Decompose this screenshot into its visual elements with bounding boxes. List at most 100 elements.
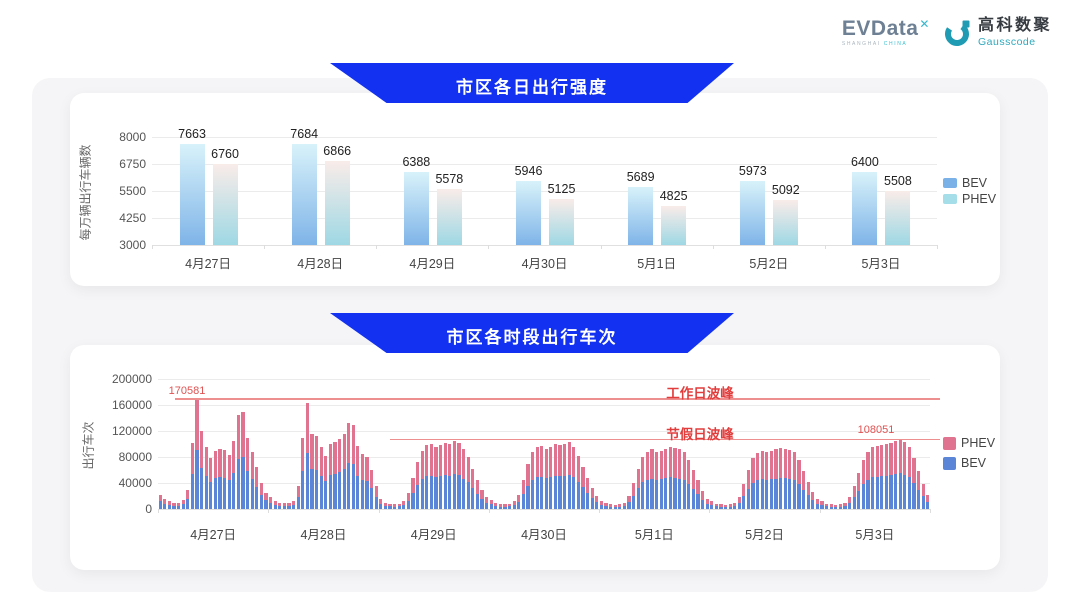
stacked-bar[interactable] — [471, 468, 475, 509]
stacked-bar[interactable] — [526, 463, 530, 509]
stacked-bar[interactable] — [158, 494, 162, 509]
stacked-bar[interactable] — [241, 411, 245, 509]
stacked-bar[interactable] — [466, 457, 470, 509]
stacked-bar[interactable] — [333, 442, 337, 509]
stacked-bar[interactable] — [618, 504, 622, 509]
stacked-bar[interactable] — [351, 424, 355, 509]
phev-bar[interactable] — [436, 189, 462, 245]
stacked-bar[interactable] — [609, 504, 613, 509]
stacked-bar[interactable] — [209, 458, 213, 509]
stacked-bar[interactable] — [163, 499, 167, 509]
stacked-bar[interactable] — [696, 480, 700, 509]
stacked-bar[interactable] — [880, 444, 884, 509]
stacked-bar[interactable] — [783, 448, 787, 509]
stacked-bar[interactable] — [291, 500, 296, 509]
bev-bar[interactable] — [179, 144, 205, 245]
stacked-bar[interactable] — [347, 422, 351, 509]
stacked-bar[interactable] — [439, 445, 443, 509]
stacked-bar[interactable] — [342, 434, 346, 509]
stacked-bar[interactable] — [852, 486, 856, 509]
stacked-bar[interactable] — [668, 447, 672, 509]
stacked-bar[interactable] — [218, 448, 222, 509]
stacked-bar[interactable] — [448, 444, 452, 509]
stacked-bar[interactable] — [429, 444, 433, 509]
stacked-bar[interactable] — [517, 494, 521, 509]
stacked-bar[interactable] — [498, 504, 502, 509]
stacked-bar[interactable] — [301, 437, 305, 509]
stacked-bar[interactable] — [549, 447, 553, 509]
stacked-bar[interactable] — [728, 504, 732, 509]
stacked-bar[interactable] — [751, 458, 755, 509]
stacked-bar[interactable] — [907, 447, 911, 509]
stacked-bar[interactable] — [847, 497, 852, 509]
phev-bar[interactable] — [661, 205, 687, 245]
stacked-bar[interactable] — [379, 499, 383, 509]
stacked-bar[interactable] — [563, 444, 567, 509]
legend-item-phev[interactable]: PHEV — [943, 436, 995, 450]
stacked-bar[interactable] — [903, 442, 907, 509]
stacked-bar[interactable] — [719, 504, 723, 509]
stacked-bar[interactable] — [641, 457, 645, 509]
bev-bar[interactable] — [852, 171, 878, 245]
stacked-bar[interactable] — [636, 468, 640, 509]
bev-bar[interactable] — [740, 180, 766, 245]
legend-item-bev[interactable]: BEV — [943, 456, 986, 470]
stacked-bar[interactable] — [232, 440, 236, 509]
stacked-bar[interactable] — [861, 460, 865, 509]
stacked-bar[interactable] — [572, 447, 576, 509]
stacked-bar[interactable] — [866, 451, 870, 509]
stacked-bar[interactable] — [558, 445, 562, 509]
stacked-bar[interactable] — [167, 501, 172, 509]
phev-bar[interactable] — [773, 199, 799, 245]
stacked-bar[interactable] — [494, 503, 498, 509]
stacked-bar[interactable] — [278, 502, 282, 509]
stacked-bar[interactable] — [356, 445, 360, 509]
stacked-bar[interactable] — [604, 503, 608, 509]
stacked-bar[interactable] — [820, 501, 824, 509]
stacked-bar[interactable] — [190, 442, 195, 509]
stacked-bar[interactable] — [443, 442, 447, 509]
stacked-bar[interactable] — [632, 483, 636, 509]
stacked-bar[interactable] — [268, 497, 273, 509]
stacked-bar[interactable] — [802, 471, 806, 509]
stacked-bar[interactable] — [700, 490, 705, 509]
stacked-bar[interactable] — [434, 446, 438, 509]
stacked-bar[interactable] — [705, 498, 709, 509]
phev-bar[interactable] — [549, 199, 574, 245]
stacked-bar[interactable] — [416, 462, 420, 509]
stacked-bar[interactable] — [843, 502, 847, 509]
stacked-bar[interactable] — [733, 502, 737, 509]
stacked-bar[interactable] — [484, 497, 489, 509]
stacked-bar[interactable] — [664, 448, 668, 509]
stacked-bar[interactable] — [553, 444, 558, 509]
stacked-bar[interactable] — [273, 501, 277, 509]
stacked-bar[interactable] — [760, 450, 764, 509]
stacked-bar[interactable] — [857, 473, 861, 509]
stacked-bar[interactable] — [186, 489, 190, 509]
stacked-bar[interactable] — [650, 449, 654, 509]
stacked-bar[interactable] — [393, 504, 397, 509]
stacked-bar[interactable] — [884, 444, 888, 509]
stacked-bar[interactable] — [544, 448, 548, 509]
stacked-bar[interactable] — [829, 504, 833, 509]
stacked-bar[interactable] — [613, 505, 617, 509]
stacked-bar[interactable] — [590, 488, 594, 509]
legend-item-phev[interactable]: PHEV — [943, 192, 996, 206]
stacked-bar[interactable] — [227, 455, 231, 509]
bev-bar[interactable] — [403, 171, 429, 245]
stacked-bar[interactable] — [259, 483, 263, 509]
stacked-bar[interactable] — [402, 501, 406, 509]
stacked-bar[interactable] — [512, 501, 516, 509]
legend-item-bev[interactable]: BEV — [943, 176, 987, 190]
stacked-bar[interactable] — [540, 445, 544, 509]
stacked-bar[interactable] — [250, 451, 254, 509]
stacked-bar[interactable] — [383, 502, 388, 509]
stacked-bar[interactable] — [314, 435, 319, 509]
phev-bar[interactable] — [885, 190, 911, 245]
stacked-bar[interactable] — [581, 466, 585, 509]
stacked-bar[interactable] — [374, 486, 378, 509]
stacked-bar[interactable] — [926, 494, 930, 509]
stacked-bar[interactable] — [576, 455, 581, 509]
stacked-bar[interactable] — [806, 481, 810, 509]
stacked-bar[interactable] — [223, 449, 227, 509]
